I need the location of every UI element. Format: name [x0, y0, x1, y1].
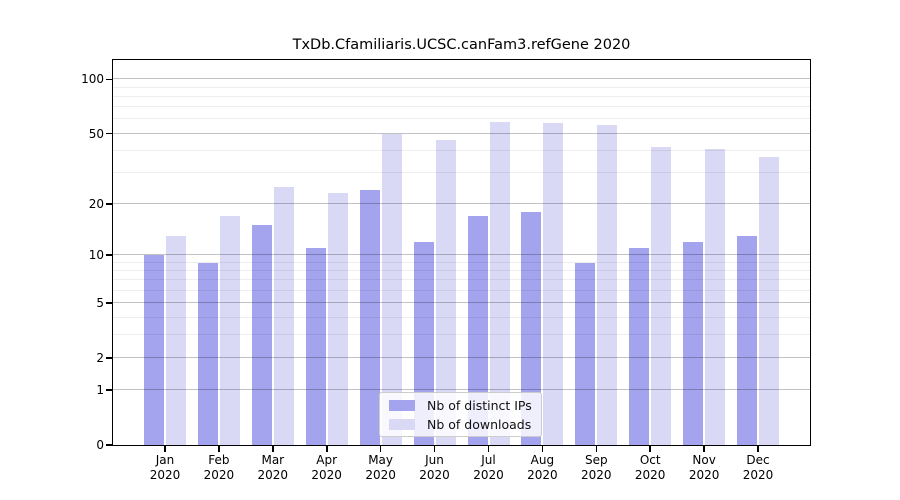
x-tick-mark-sep — [595, 445, 597, 452]
bar-nb-of-distinct-ips-feb — [197, 262, 218, 445]
y-tick-mark-1 — [106, 389, 113, 391]
bar-nb-of-downloads-jul — [489, 122, 510, 445]
y-tick-label-50: 50 — [88, 126, 104, 141]
x-tick-label-sep: Sep 2020 — [581, 453, 612, 482]
bar-nb-of-downloads-feb — [219, 216, 240, 445]
bar-nb-of-downloads-mar — [273, 186, 294, 445]
x-tick-mark-jul — [487, 445, 490, 452]
x-tick-label-dec: Dec 2020 — [742, 453, 774, 482]
bar-nb-of-distinct-ips-mar — [251, 225, 272, 445]
x-tick-mark-jan — [164, 445, 166, 452]
x-tick-mark-jun — [433, 445, 436, 452]
x-tick-label-apr: Apr 2020 — [311, 453, 342, 482]
x-tick-label-may: May 2020 — [365, 453, 396, 482]
y-tick-label-10: 10 — [88, 248, 104, 262]
y-tick-label-1: 1 — [96, 383, 104, 398]
x-tick-mark-dec — [757, 445, 759, 452]
y-tick-label-5: 5 — [96, 296, 104, 311]
bar-nb-of-distinct-ips-jan — [144, 255, 164, 445]
bar-nb-of-distinct-ips-sep — [575, 262, 596, 445]
chart-title: TxDb.Cfamiliaris.UCSC.canFam3.refGene 20… — [292, 37, 631, 53]
y-tick-label-20: 20 — [88, 196, 104, 211]
x-tick-label-jul: Jul 2020 — [473, 453, 504, 482]
legend-label-downloads: Nb of downloads — [427, 416, 532, 432]
x-tick-mark-mar — [272, 445, 274, 452]
bar-nb-of-distinct-ips-aug — [521, 211, 542, 445]
x-tick-label-mar: Mar 2020 — [257, 453, 289, 482]
y-tick-mark-2 — [106, 357, 113, 359]
y-tick-label-2: 2 — [96, 351, 104, 365]
y-tick-label-0: 0 — [96, 438, 104, 452]
legend-swatch-downloads — [389, 418, 415, 430]
x-tick-label-jan: Jan 2020 — [149, 453, 181, 482]
bar-nb-of-downloads-may — [381, 133, 402, 445]
bar-nb-of-distinct-ips-apr — [305, 248, 326, 445]
bar-nb-of-distinct-ips-jul — [467, 216, 488, 445]
bar-nb-of-distinct-ips-dec — [737, 235, 757, 445]
y-tick-mark-20 — [106, 203, 113, 205]
y-tick-mark-5 — [106, 302, 113, 304]
x-tick-mark-feb — [218, 445, 220, 452]
x-tick-mark-may — [379, 445, 382, 452]
bar-nb-of-downloads-apr — [327, 193, 348, 445]
legend-item-downloads: Nb of downloads — [389, 417, 541, 432]
x-tick-label-feb: Feb 2020 — [203, 453, 235, 482]
bar-nb-of-downloads-oct — [651, 147, 672, 445]
x-tick-label-jun: Jun 2020 — [419, 453, 450, 482]
x-tick-label-oct: Oct 2020 — [634, 453, 666, 482]
bar-nb-of-downloads-sep — [597, 124, 618, 445]
bar-nb-of-downloads-nov — [705, 148, 726, 445]
legend-swatch-distinct-ips — [389, 399, 415, 411]
x-tick-label-aug: Aug 2020 — [527, 453, 558, 482]
x-tick-mark-aug — [541, 445, 544, 452]
bar-nb-of-downloads-dec — [759, 156, 779, 445]
x-tick-mark-oct — [649, 445, 651, 452]
bar-nb-of-downloads-aug — [543, 123, 564, 445]
y-tick-label-100: 100 — [81, 72, 104, 87]
bar-nb-of-downloads-jun — [435, 140, 456, 445]
x-tick-label-nov: Nov 2020 — [688, 453, 720, 482]
y-tick-mark-10 — [106, 254, 113, 256]
y-tick-mark-50 — [106, 132, 113, 135]
y-tick-mark-100 — [106, 78, 113, 81]
legend-label-distinct-ips: Nb of distinct IPs — [427, 397, 532, 413]
bar-nb-of-distinct-ips-may — [359, 190, 380, 445]
x-tick-mark-nov — [703, 445, 705, 452]
bar-nb-of-distinct-ips-nov — [683, 241, 704, 445]
plot-area — [112, 59, 811, 446]
bar-nb-of-downloads-jan — [166, 235, 186, 445]
bar-nb-of-distinct-ips-oct — [629, 248, 650, 445]
legend: Nb of distinct IPs Nb of downloads — [379, 392, 542, 437]
legend-item-distinct-ips: Nb of distinct IPs — [389, 398, 541, 413]
y-tick-mark-0 — [106, 444, 113, 446]
bars-layer — [113, 60, 810, 445]
x-tick-mark-apr — [326, 445, 328, 452]
